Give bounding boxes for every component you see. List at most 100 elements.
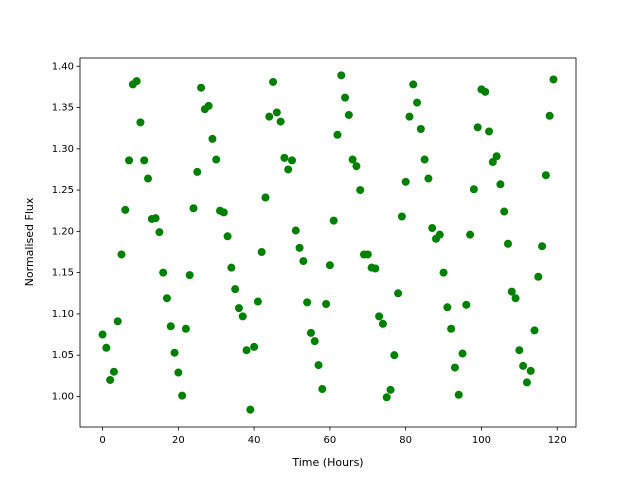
point: [295, 243, 304, 252]
point: [117, 250, 126, 259]
point: [170, 348, 179, 357]
point: [329, 216, 338, 225]
point: [394, 289, 403, 298]
point: [503, 239, 512, 248]
point: [166, 322, 175, 331]
point: [390, 351, 399, 360]
point: [208, 134, 217, 143]
x-tick-label: 80: [399, 435, 412, 446]
x-tick-label: 60: [324, 435, 337, 446]
x-tick-label: 100: [472, 435, 491, 446]
x-tick-label: 20: [172, 435, 185, 446]
point: [500, 207, 509, 216]
point: [409, 80, 418, 89]
point: [204, 101, 213, 110]
point: [322, 300, 331, 308]
point: [162, 294, 171, 303]
y-tick-label: 1.30: [52, 144, 74, 155]
point: [481, 87, 490, 96]
point: [121, 205, 130, 214]
point: [234, 304, 243, 313]
point: [454, 390, 463, 399]
point: [549, 75, 558, 84]
point: [159, 268, 168, 277]
point: [462, 300, 471, 309]
point: [102, 343, 111, 352]
point: [515, 346, 524, 355]
point: [181, 324, 190, 333]
x-tick-label: 120: [548, 435, 567, 446]
point: [299, 257, 308, 266]
point: [284, 165, 293, 174]
point: [136, 118, 145, 127]
point: [280, 153, 289, 162]
y-axis-label: Normalised Flux: [23, 197, 36, 286]
point: [303, 298, 312, 307]
point: [155, 228, 164, 237]
x-axis-label: Time (Hours): [291, 456, 363, 469]
point: [519, 361, 528, 370]
point: [341, 93, 350, 102]
point: [496, 180, 505, 189]
point: [288, 156, 297, 165]
point: [318, 385, 327, 394]
point: [507, 287, 516, 296]
point: [291, 226, 300, 235]
point: [257, 247, 266, 256]
point: [348, 155, 357, 164]
point: [197, 83, 206, 92]
point: [435, 230, 444, 239]
point: [545, 111, 554, 120]
point: [363, 250, 372, 259]
point: [238, 312, 247, 321]
point: [378, 319, 387, 328]
point: [405, 112, 414, 121]
point: [538, 242, 547, 251]
point: [458, 349, 467, 358]
point: [140, 156, 149, 165]
point: [352, 162, 361, 171]
point: [386, 385, 395, 394]
point: [250, 342, 259, 351]
point: [227, 263, 236, 272]
point: [473, 123, 482, 132]
point: [185, 271, 194, 280]
point: [253, 297, 262, 306]
point: [401, 177, 410, 186]
point: [466, 230, 475, 239]
point: [413, 98, 422, 107]
point: [174, 368, 183, 377]
point: [144, 174, 153, 183]
point: [447, 324, 456, 333]
point: [530, 326, 539, 335]
point: [492, 152, 501, 161]
point: [113, 317, 122, 326]
point: [272, 108, 281, 117]
point: [310, 337, 319, 346]
point: [397, 212, 406, 221]
point: [344, 110, 353, 119]
point: [488, 158, 497, 167]
point: [333, 130, 342, 139]
point: [306, 328, 315, 337]
point: [314, 361, 323, 370]
y-tick-label: 1.35: [52, 103, 74, 114]
point: [439, 268, 448, 277]
point: [223, 232, 232, 241]
point: [193, 167, 202, 176]
point: [526, 366, 535, 375]
point: [485, 127, 494, 136]
y-tick-label: 1.25: [52, 185, 74, 196]
point: [534, 272, 543, 281]
point: [511, 294, 520, 303]
point: [356, 186, 365, 195]
point: [371, 264, 380, 273]
point: [325, 261, 334, 270]
point: [231, 285, 240, 294]
point: [443, 303, 452, 312]
point: [382, 393, 391, 402]
point: [424, 174, 433, 183]
y-tick-label: 1.20: [52, 226, 74, 237]
point: [125, 156, 134, 165]
